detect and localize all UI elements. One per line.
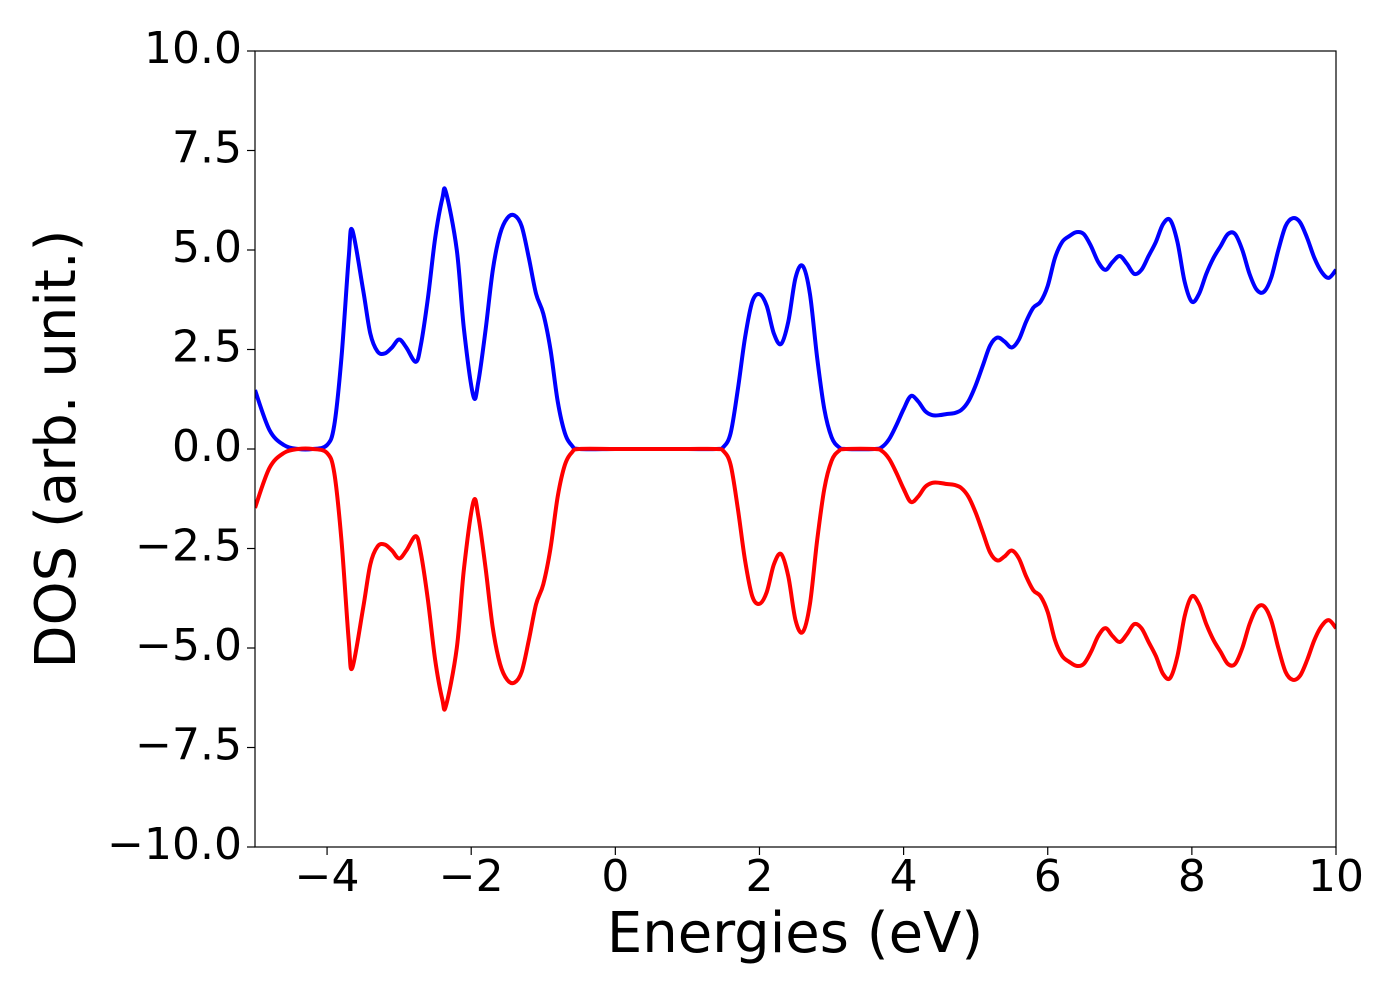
x-tick-label: 0 bbox=[601, 851, 629, 902]
y-tick-label: 7.5 bbox=[172, 123, 242, 174]
y-tick-label: 5.0 bbox=[172, 222, 242, 273]
y-tick-label: −5.0 bbox=[135, 620, 242, 671]
y-tick-label: −2.5 bbox=[135, 521, 242, 572]
x-axis-label: Energies (eV) bbox=[607, 901, 983, 966]
x-tick-label: 10 bbox=[1308, 851, 1364, 902]
x-tick-label: 2 bbox=[745, 851, 773, 902]
x-tick-label: 8 bbox=[1178, 851, 1206, 902]
y-tick-label: 10.0 bbox=[144, 23, 242, 74]
axes-frame bbox=[254, 50, 1337, 848]
y-tick-label: 2.5 bbox=[172, 322, 242, 373]
dos-line bbox=[255, 186, 1336, 452]
y-axis-label: DOS (arb. unit.) bbox=[24, 229, 89, 668]
x-tick-label: 4 bbox=[890, 851, 918, 902]
plot-lines bbox=[255, 186, 1336, 712]
y-tick-label: −10.0 bbox=[107, 819, 242, 870]
y-tick-label: −7.5 bbox=[135, 720, 242, 771]
x-tick-label: 6 bbox=[1034, 851, 1062, 902]
y-tick-label: 0.0 bbox=[172, 421, 242, 472]
dos-line bbox=[255, 446, 1336, 712]
x-tick-label: −2 bbox=[439, 851, 504, 902]
x-tick-label: −4 bbox=[295, 851, 360, 902]
